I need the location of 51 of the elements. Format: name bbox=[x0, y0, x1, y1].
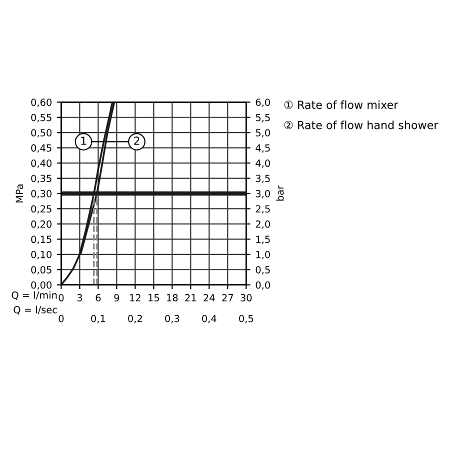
y2-tick-label: 0,5 bbox=[256, 266, 270, 274]
y2-tick-label: 4,0 bbox=[256, 160, 270, 168]
x-axis-title: Q = l/min bbox=[12, 291, 57, 300]
y2-tick-label: 6,0 bbox=[256, 98, 270, 107]
x2-tick-label: 0,3 bbox=[165, 314, 180, 324]
y2-tick-label: 1,5 bbox=[256, 236, 270, 244]
x-tick-label: 0 bbox=[58, 294, 64, 302]
y-tick-label: 0,05 bbox=[31, 266, 52, 274]
y-tick-label: 0,15 bbox=[31, 236, 52, 244]
annotation: 2 bbox=[134, 136, 140, 145]
y2-axis-title: bar bbox=[276, 185, 284, 201]
y-tick-label: 0,50 bbox=[31, 129, 52, 138]
y2-tick-label: 5,5 bbox=[256, 114, 270, 122]
x2-tick-label: 0,1 bbox=[91, 314, 106, 324]
y-tick-label: 0,45 bbox=[31, 144, 52, 153]
x-tick-label: 18 bbox=[167, 294, 178, 302]
y-tick-label: 0,25 bbox=[31, 205, 52, 214]
text: ① Rate of flow mixer bbox=[284, 100, 398, 109]
x-tick-label: 15 bbox=[148, 294, 160, 302]
x-tick-label: 9 bbox=[114, 294, 120, 302]
y-axis-title: MPa bbox=[16, 184, 24, 202]
y2-tick-label: 2,0 bbox=[256, 220, 270, 229]
y-tick-label: 0,10 bbox=[31, 250, 52, 260]
y-tick-label: 0,60 bbox=[31, 98, 52, 107]
y-tick-label: 0,30 bbox=[31, 190, 52, 198]
y2-tick-label: 2,5 bbox=[256, 205, 270, 214]
x2-tick-label: 0 bbox=[58, 314, 64, 322]
x-tick-label: 24 bbox=[204, 294, 215, 302]
x2-tick-label: 0,4 bbox=[202, 314, 216, 324]
y-tick-label: 0,20 bbox=[31, 220, 52, 229]
x-tick-label: 21 bbox=[185, 294, 196, 302]
y-tick-label: 0,35 bbox=[31, 174, 52, 184]
y-tick-label: 0,00 bbox=[31, 281, 52, 290]
x-tick-label: 27 bbox=[222, 294, 234, 302]
y2-tick-label: 1,0 bbox=[256, 250, 270, 260]
x-tick-label: 6 bbox=[96, 294, 101, 302]
x-tick-label: 12 bbox=[130, 294, 140, 302]
y-tick-label: 0,40 bbox=[31, 160, 52, 168]
x2-tick-label: 0,5 bbox=[239, 314, 254, 324]
y2-tick-label: 3,0 bbox=[256, 190, 270, 198]
y2-tick-label: 5,0 bbox=[256, 129, 270, 138]
text: ② Rate of flow hand shower bbox=[284, 120, 438, 130]
y2-tick-label: 4,5 bbox=[256, 144, 270, 153]
x2-axis-title: Q = l/sec bbox=[14, 306, 57, 314]
y2-tick-label: 0,0 bbox=[256, 281, 270, 290]
y2-tick-label: 3,5 bbox=[256, 174, 270, 184]
x-tick-label: 30 bbox=[240, 294, 252, 302]
x-tick-label: 3 bbox=[77, 294, 82, 302]
x2-tick-label: 0,2 bbox=[128, 314, 142, 324]
y-tick-label: 0,55 bbox=[31, 114, 52, 122]
annotation: 1 bbox=[81, 136, 86, 145]
